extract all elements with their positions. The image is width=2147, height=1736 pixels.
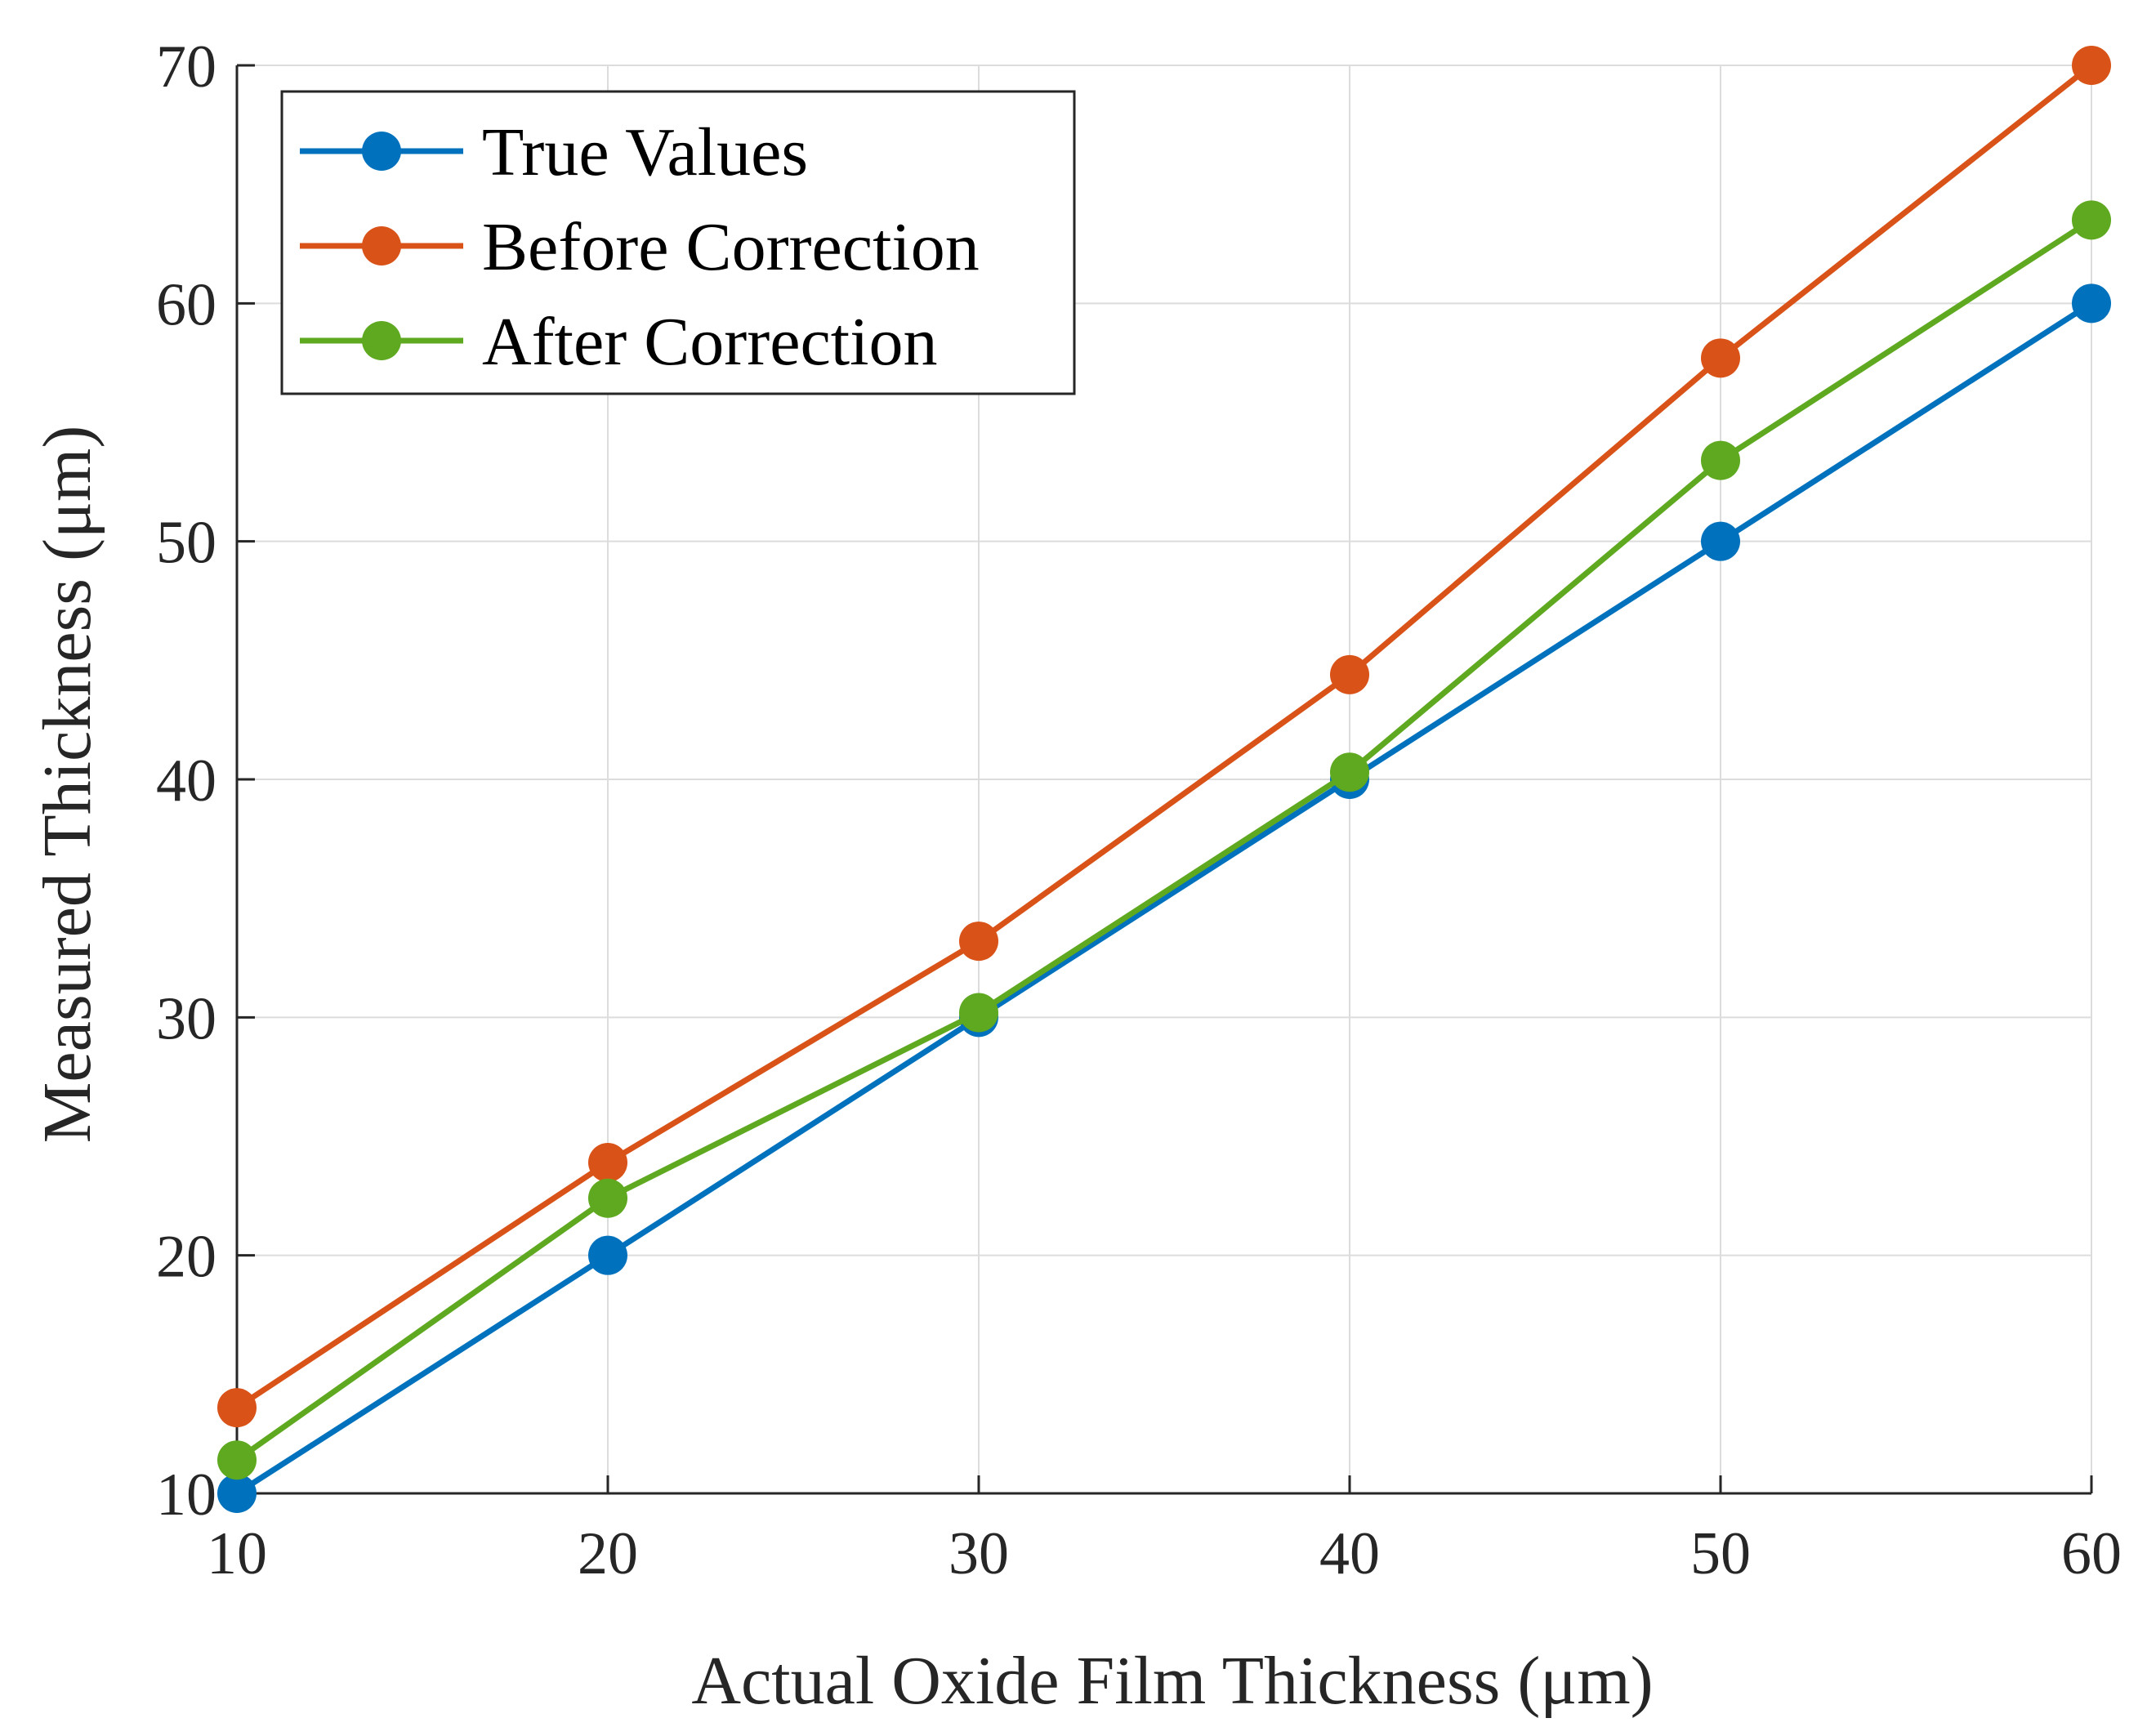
y-tick-label: 60 bbox=[156, 271, 216, 338]
y-tick-label: 30 bbox=[156, 985, 216, 1052]
legend-label-before-correction: Before Correction bbox=[482, 209, 980, 285]
x-tick-label: 40 bbox=[1319, 1520, 1380, 1587]
data-point-before-correction bbox=[588, 1143, 627, 1183]
data-point-true-values bbox=[2072, 283, 2111, 324]
series-line-before-correction bbox=[235, 63, 2094, 1411]
legend-label-true-values: True Values bbox=[482, 114, 808, 190]
x-tick-label: 50 bbox=[1690, 1520, 1751, 1587]
y-axis-title: Measured Thickness (μm) bbox=[29, 426, 105, 1144]
data-point-after-correction bbox=[1701, 440, 1740, 480]
series-line-true-values bbox=[235, 301, 2093, 1496]
data-point-before-correction bbox=[217, 1388, 257, 1428]
series-line-after-correction bbox=[234, 217, 2093, 1463]
y-tick-label: 70 bbox=[156, 33, 216, 100]
data-point-after-correction bbox=[588, 1178, 627, 1218]
y-tick-label: 10 bbox=[156, 1462, 216, 1528]
data-point-true-values bbox=[1701, 521, 1740, 561]
data-point-before-correction bbox=[1330, 654, 1369, 694]
data-point-after-correction bbox=[217, 1440, 257, 1480]
x-tick-label: 30 bbox=[949, 1520, 1009, 1587]
legend-item-after-correction: After Correction bbox=[300, 304, 937, 380]
legend-item-before-correction: Before Correction bbox=[300, 209, 980, 285]
data-series bbox=[217, 46, 2111, 1513]
legend-label-after-correction: After Correction bbox=[482, 304, 937, 380]
legend: True Values Before Correction After Correc… bbox=[280, 90, 1076, 395]
data-point-before-correction bbox=[959, 922, 998, 962]
legend-marker-before-correction bbox=[362, 226, 401, 266]
tick-labels: 10 20 30 40 50 60 10 20 30 40 50 60 70 bbox=[156, 33, 2122, 1587]
legend-marker-true-values bbox=[362, 132, 401, 171]
data-point-true-values bbox=[217, 1474, 257, 1513]
x-tick-label: 60 bbox=[2061, 1520, 2122, 1587]
y-tick-label: 40 bbox=[156, 748, 216, 814]
legend-marker-after-correction bbox=[362, 321, 401, 360]
x-tick-label: 10 bbox=[207, 1520, 267, 1587]
legend-item-true-values: True Values bbox=[300, 114, 808, 190]
x-tick-label: 20 bbox=[578, 1520, 638, 1587]
data-point-true-values bbox=[588, 1235, 627, 1275]
data-point-before-correction bbox=[2072, 46, 2111, 85]
data-point-after-correction bbox=[959, 993, 998, 1033]
data-point-after-correction bbox=[1330, 752, 1369, 792]
data-point-before-correction bbox=[1701, 338, 1740, 378]
series-before-correction bbox=[217, 46, 2111, 1428]
y-tick-label: 20 bbox=[156, 1224, 216, 1291]
y-tick-label: 50 bbox=[156, 510, 216, 577]
x-axis-title: Actual Oxide Film Thickness (μm) bbox=[691, 1643, 1653, 1719]
data-point-after-correction bbox=[2072, 200, 2111, 240]
series-after-correction bbox=[217, 200, 2111, 1480]
